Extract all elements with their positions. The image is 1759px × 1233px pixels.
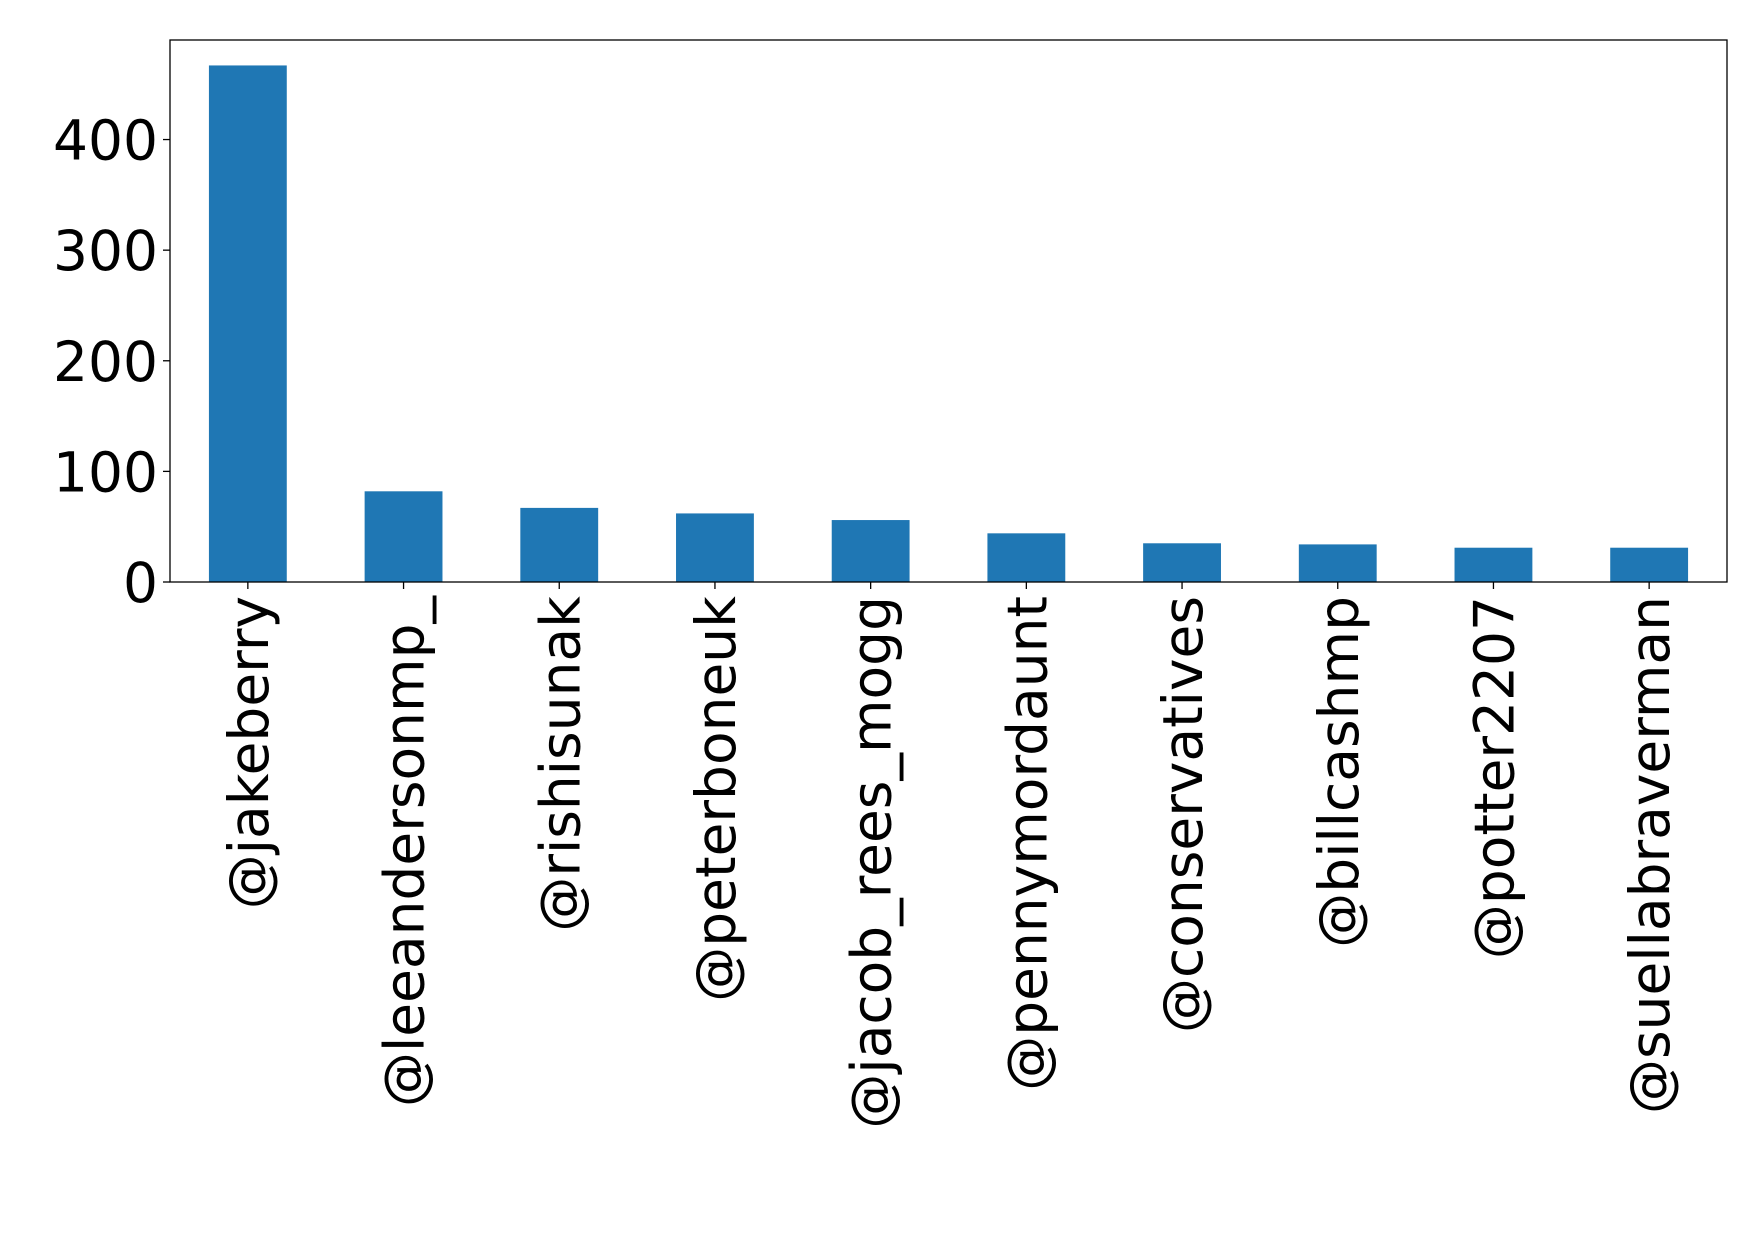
y-tick-label: 200 [53, 330, 158, 394]
plot-frame [169, 39, 1728, 583]
x-tick-label: @leeandersonmp_ [373, 595, 437, 1108]
bar [1454, 547, 1533, 582]
x-tick-label: @conservatives [1151, 596, 1215, 1033]
bar [1298, 544, 1377, 582]
y-tick-label: 300 [53, 219, 158, 283]
bar [987, 533, 1066, 582]
x-tick-label: @billcashmp [1307, 596, 1371, 948]
y-tick-label: 100 [53, 440, 158, 504]
x-tick-label: @peterboneuk [684, 596, 748, 1002]
bar [364, 491, 443, 582]
bar [208, 65, 287, 583]
x-tick-label: @jakeberry [217, 596, 281, 909]
y-tick-label: 0 [123, 551, 158, 615]
bar [1143, 543, 1221, 582]
bar [676, 513, 754, 582]
bar [520, 507, 599, 582]
x-tick-label: @potter2207 [1462, 596, 1526, 959]
x-tick-label: @rishisunak [528, 596, 592, 932]
bar [1610, 547, 1689, 582]
bars-group [208, 65, 1689, 583]
x-tick-label: @jacob_rees_mogg [840, 596, 904, 1129]
x-tick-label: @pennymordaunt [995, 596, 1059, 1091]
x-tick-label: @suellabraverman [1618, 596, 1682, 1114]
x-axis: @jakeberry @leeandersonmp_ @rishisunak @pet… [217, 582, 1682, 1129]
y-tick-label: 400 [53, 109, 158, 173]
bar [831, 520, 910, 582]
y-axis: 0 100 200 300 400 [53, 109, 170, 615]
